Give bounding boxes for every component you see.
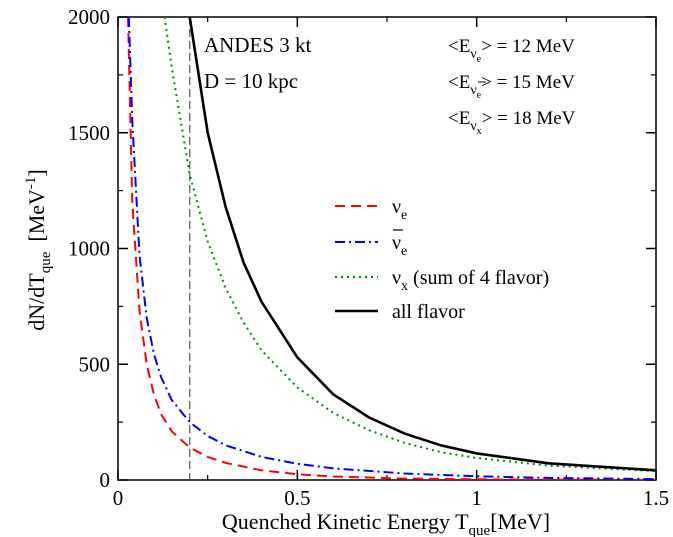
- distance-label: D = 10 kpc: [204, 69, 298, 93]
- detector-label: ANDES 3 kt: [204, 33, 312, 57]
- y-tick-label: 500: [79, 352, 111, 376]
- y-tick-label: 0: [100, 468, 111, 492]
- x-tick-label: 0.5: [284, 486, 310, 510]
- legend: νe νe νx (sum of 4 flavor) all flavor: [335, 196, 549, 323]
- plot-frame: [117, 16, 657, 481]
- energy-annotation: <Eνx> = 18 MeV: [448, 108, 576, 137]
- series-line-0: [127, 17, 656, 480]
- y-axis-label: dN/dTque[MeV-1]: [23, 169, 54, 331]
- series-layer: [127, 17, 656, 480]
- energy-annotation: <Eνe> = 15 MeV: [448, 72, 575, 101]
- legend-label-2: νx (sum of 4 flavor): [392, 267, 549, 294]
- x-tick-label: 1.5: [643, 486, 669, 510]
- y-tick-label: 2000: [68, 5, 110, 29]
- series-line-1: [127, 17, 656, 480]
- series-line-3: [188, 17, 656, 472]
- y-tick-label: 1500: [68, 121, 110, 145]
- x-tick-label: 0: [113, 486, 124, 510]
- y-tick-label: 1000: [68, 237, 110, 261]
- axis-ticks: 0 0.5 1 1.5 0 500 1000 1500 2000: [68, 5, 669, 510]
- legend-label-3: all flavor: [392, 301, 465, 323]
- legend-label-0: νe: [392, 196, 407, 223]
- energy-annotation: <Eνe> = 12 MeV: [448, 36, 575, 65]
- x-axis-label: Quenched Kinetic Energy Tque[MeV]: [222, 509, 550, 537]
- energy-annotations: <Eνe> = 12 MeV <Eνe> = 15 MeV <Eνx> = 18 M…: [448, 36, 576, 137]
- x-tick-label: 1: [471, 486, 482, 510]
- legend-label-1: νe: [392, 232, 407, 259]
- series-line-2: [163, 17, 656, 473]
